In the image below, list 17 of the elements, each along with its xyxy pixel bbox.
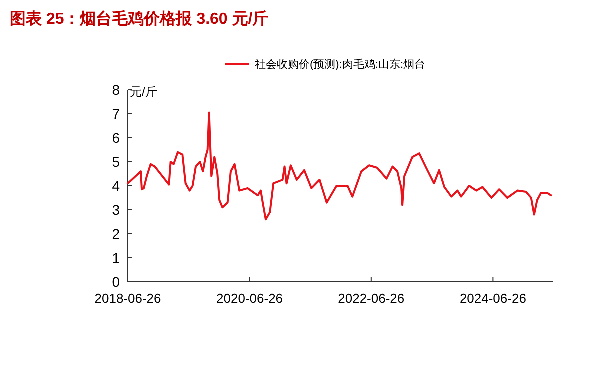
- x-tick-label: 2020-06-26: [216, 291, 284, 306]
- y-tick-label: 4: [112, 178, 120, 194]
- y-tick-label: 0: [112, 274, 120, 290]
- y-tick-label: 7: [112, 106, 120, 122]
- line-series: [127, 112, 552, 221]
- y-tick-label: 2: [112, 226, 120, 242]
- y-tick-label: 8: [112, 82, 120, 98]
- y-axis-title: 元/斤: [130, 85, 158, 99]
- y-tick-label: 6: [112, 130, 120, 146]
- chart-title: 图表 25：烟台毛鸡价格报 3.60 元/斤: [10, 10, 269, 28]
- legend-label: 社会收购价(预测):肉毛鸡:山东:烟台: [255, 58, 426, 71]
- y-tick-label: 1: [112, 250, 120, 266]
- y-tick-label: 3: [112, 202, 120, 218]
- y-tick-label: 5: [112, 154, 120, 170]
- x-tick-label: 2018-06-26: [94, 291, 162, 306]
- x-tick-label: 2024-06-26: [460, 291, 526, 306]
- x-tick-label: 2022-06-26: [338, 291, 405, 306]
